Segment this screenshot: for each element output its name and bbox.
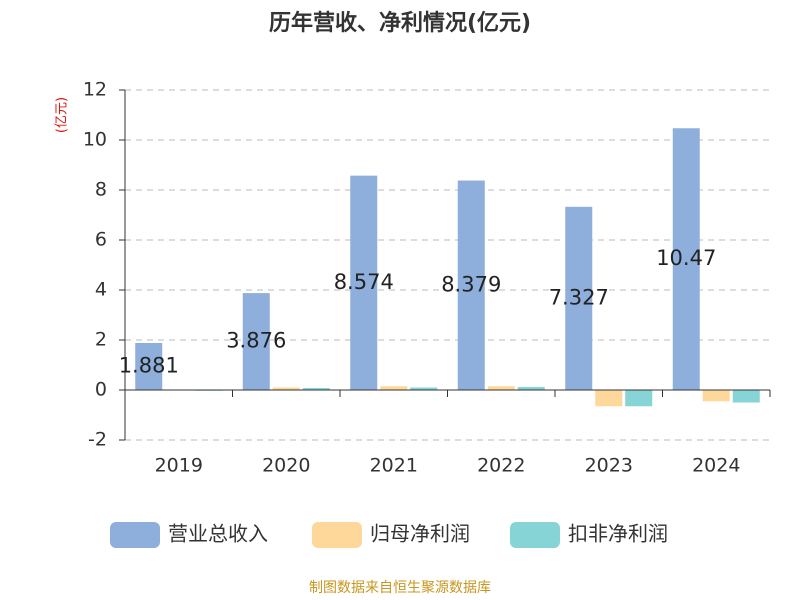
legend-label: 归母净利润 [370, 522, 470, 546]
data-label: 7.327 [549, 285, 609, 309]
bar [242, 293, 270, 390]
bar [625, 390, 653, 407]
data-label: 8.379 [441, 272, 501, 296]
bar [487, 386, 515, 390]
data-label: 8.574 [334, 270, 394, 294]
legend-swatch [110, 522, 160, 548]
bar [302, 388, 330, 390]
bar [702, 390, 730, 402]
bar [410, 387, 438, 390]
x-tick-label: 2023 [585, 455, 633, 477]
x-tick-label: 2021 [370, 455, 418, 477]
data-label: 1.881 [119, 353, 179, 377]
bar [517, 387, 545, 390]
legend-label: 营业总收入 [168, 522, 268, 546]
bar [350, 175, 378, 390]
y-tick-label: -2 [88, 429, 107, 451]
y-tick-label: 2 [95, 329, 107, 351]
legend-label: 扣非净利润 [568, 522, 668, 546]
x-tick-label: 2022 [477, 455, 525, 477]
data-label: 10.47 [656, 246, 716, 270]
bar [272, 387, 300, 390]
y-tick-label: 4 [95, 279, 107, 301]
bar [672, 128, 700, 390]
y-tick-label: 10 [83, 129, 107, 151]
bar [135, 342, 163, 390]
y-axis-label: (亿元) [55, 97, 70, 133]
legend-swatch [510, 522, 560, 548]
bar [457, 180, 485, 390]
x-tick-label: 2020 [262, 455, 310, 477]
bar [595, 390, 623, 407]
legend-swatch [312, 522, 362, 548]
y-tick-label: 0 [95, 379, 107, 401]
x-tick-label: 2024 [692, 455, 740, 477]
y-tick-label: 6 [95, 229, 107, 251]
y-tick-label: 12 [83, 79, 107, 101]
bar [380, 386, 408, 390]
x-tick-label: 2019 [155, 455, 203, 477]
source-note: 制图数据来自恒生聚源数据库 [309, 580, 491, 596]
bar [732, 390, 760, 403]
chart-title: 历年营收、净利情况(亿元) [269, 10, 531, 36]
bar [565, 206, 593, 390]
data-label: 3.876 [226, 329, 286, 353]
y-tick-label: 8 [95, 179, 107, 201]
